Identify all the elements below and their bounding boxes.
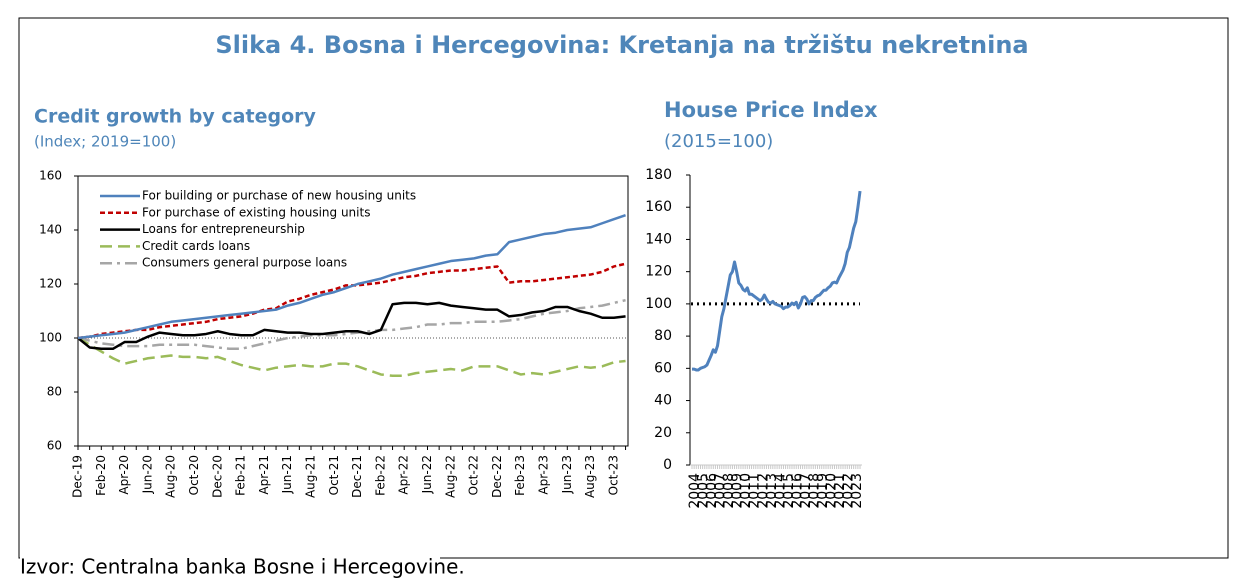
x-tick-label: 2014 [772, 473, 788, 509]
legend-label: Credit cards loans [142, 239, 250, 253]
x-tick-label: Feb-22 [373, 455, 387, 496]
x-tick-label: Dec-19 [71, 455, 85, 498]
x-tick-label: Apr-20 [117, 455, 131, 495]
x-tick-label: Feb-21 [234, 455, 248, 496]
y-tick-label: 60 [47, 439, 62, 453]
x-tick-label: 2007 [713, 473, 729, 509]
x-tick-label: Dec-22 [490, 455, 504, 498]
legend-label: For building or purchase of new housing … [142, 189, 416, 203]
x-tick-label: Jun-23 [560, 455, 574, 494]
y-tick-label: 100 [39, 331, 62, 345]
legend-label: For purchase of existing housing units [142, 205, 370, 219]
y-tick-label: 140 [645, 231, 672, 247]
x-tick-label: Feb-20 [94, 455, 108, 496]
y-tick-label: 80 [654, 328, 672, 344]
x-tick-label: Aug-21 [304, 455, 318, 498]
x-tick-label: 2013 [764, 473, 780, 509]
x-tick-label: 2022 [840, 473, 856, 509]
y-tick-label: 60 [654, 360, 672, 376]
x-tick-label: 2006 [704, 473, 720, 509]
x-tick-label: 2020 [823, 473, 839, 509]
x-tick-label: 2021 [832, 473, 848, 509]
chart-subtitle: (Index; 2019=100) [34, 133, 176, 151]
x-tick-label: 2012 [755, 473, 771, 509]
legend-label: Consumers general purpose loans [142, 256, 347, 270]
x-tick-label: 2023 [849, 473, 865, 509]
x-tick-label: Feb-23 [513, 455, 527, 496]
y-tick-label: 120 [645, 264, 672, 280]
x-tick-label: Aug-20 [164, 455, 178, 498]
x-tick-label: 2010 [738, 473, 754, 509]
x-tick-label: 2004 [687, 473, 703, 509]
y-tick-label: 140 [39, 223, 62, 237]
x-tick-label: Dec-20 [210, 455, 224, 498]
x-tick-label: Jun-20 [140, 455, 154, 494]
x-tick-label: 2018 [806, 473, 822, 509]
x-tick-label: Aug-22 [443, 455, 457, 498]
x-tick-label: 2017 [798, 473, 814, 509]
x-tick-label: Dec-21 [350, 455, 364, 498]
y-tick-label: 100 [645, 296, 672, 312]
y-tick-label: 80 [47, 385, 62, 399]
x-tick-label: Aug-23 [583, 455, 597, 498]
chart-title: House Price Index [664, 98, 878, 122]
x-tick-label: Jun-22 [420, 455, 434, 494]
x-tick-label: Oct-22 [467, 455, 481, 495]
x-tick-label: Jun-21 [280, 455, 294, 494]
figure-title: Slika 4. Bosna i Hercegovina: Kretanja n… [215, 31, 1028, 59]
y-tick-label: 40 [654, 393, 672, 409]
chart-subtitle: (2015=100) [664, 131, 773, 152]
chart-title: Credit growth by category [34, 106, 316, 128]
x-tick-label: Oct-23 [606, 455, 620, 495]
x-tick-label: Oct-21 [327, 455, 341, 495]
line [77, 336, 626, 378]
x-tick-label: 2016 [789, 473, 805, 509]
x-tick-label: 2009 [730, 473, 746, 509]
line [77, 262, 626, 340]
x-tick-label: 2005 [696, 473, 712, 509]
plot-frame [77, 175, 629, 447]
x-tick-label: 2015 [781, 473, 797, 509]
y-tick-label: 160 [645, 199, 672, 215]
line [692, 190, 862, 372]
x-tick-label: Oct-20 [187, 455, 201, 495]
source: Izvor: Centralna banka Bosne i Hercegovi… [20, 555, 465, 579]
x-tick-label: 2011 [747, 473, 763, 509]
y-tick-label: 160 [39, 169, 62, 183]
line [77, 213, 626, 340]
x-tick-label: Apr-21 [257, 455, 271, 495]
legend-label: Loans for entrepreneurship [142, 222, 305, 236]
y-tick-label: 20 [654, 425, 672, 441]
y-tick-label: 180 [645, 167, 672, 183]
x-tick-label: 2008 [721, 473, 737, 509]
x-tick-label: 2019 [815, 473, 831, 509]
source-bg [20, 556, 440, 582]
y-tick-label: 120 [39, 277, 62, 291]
x-tick-label: Apr-22 [397, 455, 411, 495]
y-tick-label: 0 [663, 457, 672, 473]
line [77, 301, 626, 351]
x-tick-label: Apr-23 [537, 455, 551, 495]
line [77, 298, 626, 351]
figure-border [18, 17, 1229, 559]
